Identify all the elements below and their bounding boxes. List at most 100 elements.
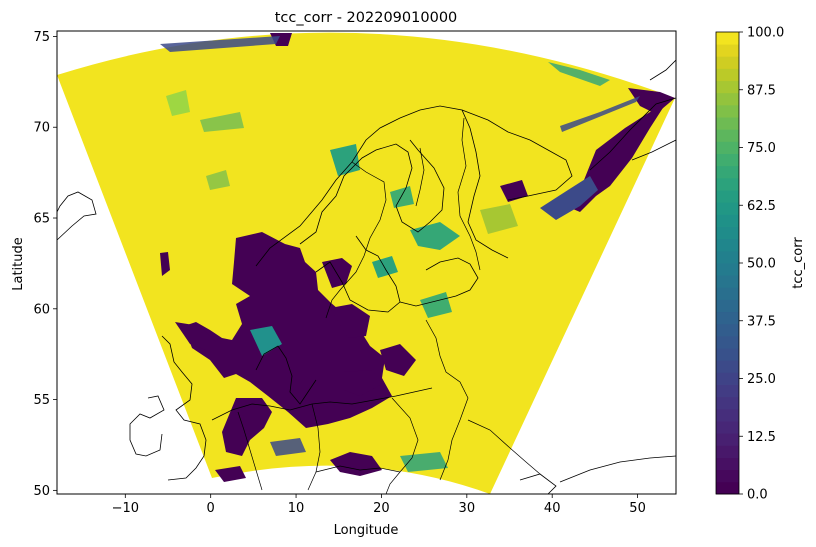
model-domain [57, 32, 675, 494]
colorbar-band [716, 384, 739, 398]
partial-cloud-patch [390, 186, 414, 208]
partial-cloud-patch [480, 204, 518, 234]
border-finland-russia [457, 117, 481, 271]
colorbar: 0.0 12.5 25.0 37.5 50.0 62.5 75.0 87.5 100.0 tcc… [715, 26, 806, 503]
border-norway-sweden [325, 161, 387, 319]
partial-cloud-patch [200, 112, 244, 132]
colorbar-band [716, 177, 739, 191]
y-tick-label: 50 [33, 484, 50, 499]
partial-cloud-patch [206, 170, 230, 190]
coastline-white-sea [467, 127, 509, 259]
colorbar-band [716, 226, 739, 240]
x-tick-label: −10 [112, 501, 139, 516]
colorbar-bands [716, 32, 739, 495]
coastline-gulf-finland [399, 257, 479, 307]
coastline-south-east [519, 473, 557, 494]
x-tick-label: 0 [207, 501, 215, 516]
coastline-british-isles [161, 335, 207, 481]
colorbar-tick-label: 0.0 [747, 488, 768, 503]
coastline-scandinavia-interior [299, 139, 445, 245]
colorbar-tick-label: 50.0 [747, 257, 776, 272]
colorbar-band [716, 32, 739, 45]
partial-cloud-patch [540, 176, 598, 220]
partial-cloud-patch [166, 90, 190, 116]
clear-sky-patch [500, 180, 528, 202]
colorbar-band [716, 68, 739, 82]
colorbar-band [716, 80, 739, 94]
colorbar-band [716, 299, 739, 313]
coastline-kola [461, 109, 573, 201]
colorbar-band [716, 445, 739, 458]
clear-sky-patch [215, 466, 246, 482]
x-axis: −10 0 10 20 30 40 50 [112, 494, 646, 516]
colorbar-band [716, 44, 739, 57]
partial-cloud-patch [410, 222, 460, 250]
colorbar-band [716, 481, 739, 495]
coastline-denmark [255, 345, 317, 405]
colorbar-band [716, 311, 739, 325]
colorbar-ticks: 0.0 12.5 25.0 37.5 50.0 62.5 75.0 87.5 100.0 [739, 26, 784, 503]
colorbar-band [716, 433, 739, 446]
colorbar-band [716, 92, 739, 106]
colorbar-band [716, 408, 739, 422]
clear-sky-patch [184, 232, 392, 428]
clear-sky-patch [380, 344, 416, 376]
colorbar-band [716, 348, 739, 361]
colorbar-band [716, 190, 739, 203]
coastline-greenland [57, 191, 97, 241]
colorbar-band [716, 335, 739, 349]
colorbar-band [716, 372, 739, 385]
coastlines [57, 59, 676, 494]
y-tick-label: 65 [33, 212, 50, 227]
colorbar-band [716, 250, 739, 264]
coastline-germany-poland [211, 387, 433, 421]
colorbar-band [716, 202, 739, 215]
x-tick-label: 30 [459, 501, 476, 516]
map-frame [56, 30, 677, 495]
colorbar-band [716, 214, 739, 227]
clear-sky-patch [222, 398, 272, 456]
clear-sky-patch [175, 322, 216, 350]
colorbar-tick-label: 75.0 [747, 141, 776, 156]
border-germany-poland [307, 403, 321, 491]
partial-cloud-patch [270, 438, 306, 456]
colorbar-band [716, 129, 739, 142]
border-ukraine [467, 419, 541, 475]
y-axis: 50 55 60 65 70 75 [33, 30, 57, 499]
coastline-baltic [315, 235, 401, 313]
x-tick-label: 40 [544, 501, 561, 516]
clear-sky-patch [160, 252, 170, 276]
colorbar-label: tcc_corr [791, 237, 806, 289]
clear-sky-patch [330, 304, 370, 338]
y-axis-label: Latitude [11, 237, 26, 291]
partial-cloud-patch [372, 256, 398, 278]
border-germany-west [237, 411, 263, 491]
x-tick-label: 20 [373, 501, 390, 516]
y-tick-label: 70 [33, 121, 50, 136]
colorbar-band [716, 153, 739, 167]
map-title: tcc_corr - 202209010000 [275, 10, 458, 26]
map-plot [57, 31, 676, 494]
colorbar-band [716, 275, 739, 288]
colorbar-band [716, 56, 739, 69]
coastline-novaya [649, 59, 676, 81]
partial-cloud-patch [420, 292, 452, 318]
border-czech [315, 465, 401, 473]
clear-sky-patch [628, 88, 675, 114]
partial-cloud-patch [560, 96, 640, 132]
y-tick-label: 75 [33, 30, 50, 45]
coastline-urals [631, 139, 676, 161]
coastline-black-sea [559, 455, 676, 483]
colorbar-tick-label: 100.0 [747, 26, 784, 41]
clear-sky-patch [330, 452, 382, 476]
border-sweden-finland [415, 147, 425, 207]
colorbar-band [716, 360, 739, 373]
coastline-barents [589, 97, 676, 171]
colorbar-band [716, 141, 739, 154]
country-borders [237, 117, 541, 494]
y-tick-label: 55 [33, 393, 50, 408]
x-tick-label: 50 [629, 501, 646, 516]
colorbar-band [716, 165, 739, 179]
colorbar-band [716, 117, 739, 130]
